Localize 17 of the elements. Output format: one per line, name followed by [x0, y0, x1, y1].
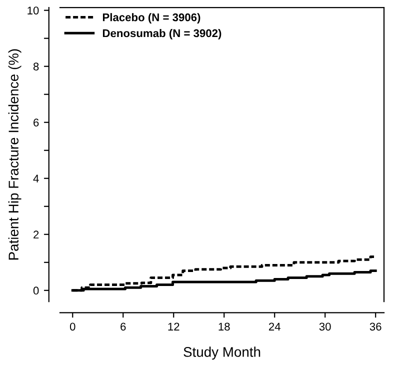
y-tick-label: 8: [33, 62, 39, 70]
x-axis-title: Study Month: [184, 346, 260, 360]
y-tick-label: 2: [34, 230, 39, 238]
x-tick-label: 12: [168, 322, 180, 330]
x-tick-label: 6: [120, 322, 126, 331]
x-tick-label: 24: [268, 322, 280, 330]
y-tick-label: 4: [33, 174, 39, 182]
legend-label: Placebo (N = 3906): [102, 13, 200, 24]
x-tick-label: 30: [319, 322, 331, 331]
x-tick-label: 0: [70, 322, 76, 331]
y-axis-title: Patient Hip Fracture Incidence (%): [8, 49, 22, 260]
x-tick-label: 36: [370, 322, 382, 331]
legend-label: Denosumab (N = 3902): [102, 29, 222, 40]
y-tick-label: 0: [33, 286, 39, 295]
y-tick-label: 10: [28, 6, 39, 14]
y-tick-label: 6: [34, 118, 39, 126]
x-tick-label: 18: [218, 322, 230, 331]
